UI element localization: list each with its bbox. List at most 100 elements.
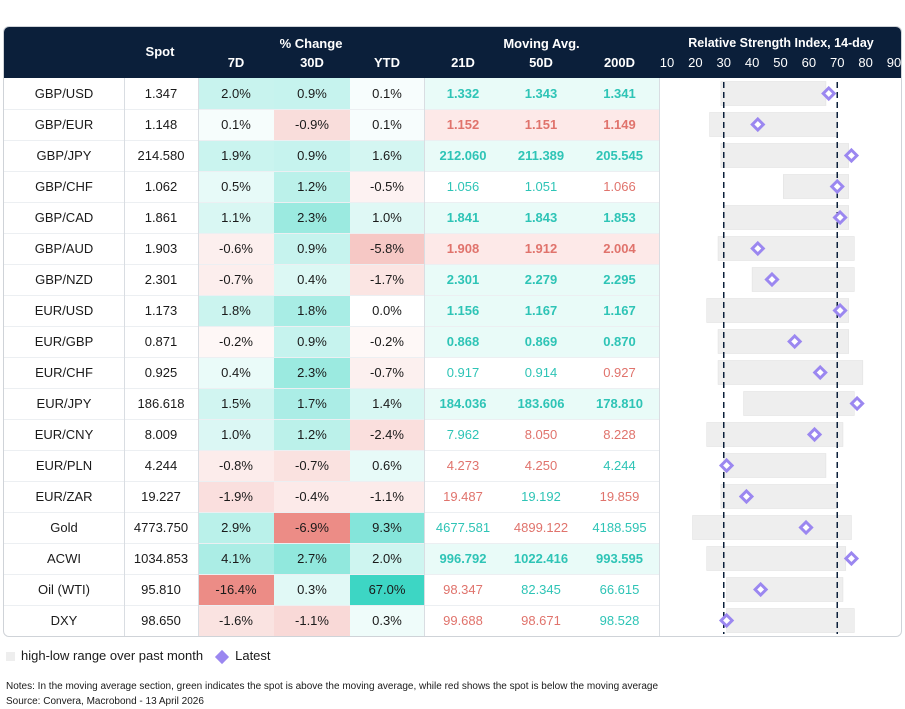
cell-ma50: 1.151 [524, 117, 558, 132]
cell-ma50: 0.914 [524, 365, 558, 380]
cell-d7: -0.7% [198, 264, 274, 295]
cell-name: Gold [50, 520, 78, 535]
cell-ma200: 178.810 [596, 396, 643, 411]
fx-summary-table: Spot % Change 7D 30D YTD Moving Avg. 21D… [3, 26, 902, 637]
row-divider [4, 295, 659, 296]
cell-name: EUR/CHF [35, 365, 93, 380]
cell-ytd: 0.3% [350, 605, 424, 636]
cell-name: GBP/EUR [34, 117, 94, 132]
cell-ytd: 2.0% [350, 543, 424, 574]
footnotes: Notes: In the moving average section, gr… [6, 679, 658, 709]
cell-d7: 1.0% [198, 419, 274, 450]
rsi-range-bar [692, 515, 852, 540]
ma-row-band [424, 78, 659, 109]
cell-ma50: 98.671 [521, 613, 561, 628]
rsi-chart [692, 81, 865, 634]
cell-d30: 1.2% [274, 171, 350, 202]
rsi-latest-marker [832, 302, 848, 319]
cell-ma21: 996.792 [439, 551, 487, 566]
cell-d30: 0.9% [274, 140, 350, 171]
cell-ytd: 67.0% [350, 574, 424, 605]
table-row: ACWI 1034.853 4.1% 2.7% 2.0% 996.792 1022.416 9… [4, 543, 901, 574]
cell-ma50: 19.192 [521, 489, 561, 504]
cell-ma50: 1.167 [524, 303, 558, 318]
cell-ma200: 1.167 [603, 303, 636, 318]
cell-d7: 1.9% [198, 140, 274, 171]
rsi-range-bar [706, 546, 847, 571]
cell-ma50: 1.343 [524, 86, 558, 101]
cell-spot: 8.009 [144, 427, 178, 442]
column-divider [198, 78, 199, 636]
cell-ma21: 98.347 [443, 582, 483, 597]
cell-spot: 1.347 [144, 86, 178, 101]
rsi-range-bar [726, 608, 855, 633]
cell-d7: -0.8% [198, 450, 274, 481]
cell-ma21: 0.917 [446, 365, 480, 380]
rsi-range-bar [723, 205, 849, 230]
cell-d30: 0.9% [274, 78, 350, 109]
rsi-latest-marker [849, 395, 865, 412]
ma-row-band [424, 264, 659, 295]
cell-ytd: 0.6% [350, 450, 424, 481]
table-row: Oil (WTI) 95.810 -16.4% 0.3% 67.0% 98.347 82.3… [4, 574, 901, 605]
rsi-tick-label: 30 [716, 55, 731, 70]
cell-ma200: 993.595 [596, 551, 643, 566]
cell-name: GBP/NZD [35, 272, 93, 287]
rsi-range-bar [720, 81, 827, 106]
legend: high-low range over past month Latest [6, 648, 271, 664]
rsi-latest-marker [798, 519, 814, 536]
cell-d7: 1.8% [198, 295, 274, 326]
cell-d7: 0.4% [198, 357, 274, 388]
cell-ma21: 2.301 [446, 272, 480, 287]
rsi-range-bar [706, 422, 844, 447]
cell-d7: -16.4% [198, 574, 274, 605]
row-divider [4, 357, 659, 358]
cell-spot: 19.227 [141, 489, 181, 504]
cell-spot: 214.580 [137, 148, 185, 163]
row-divider [4, 109, 659, 110]
cell-spot: 0.871 [144, 334, 178, 349]
cell-ma50: 1.912 [524, 241, 558, 256]
cell-d7: 2.9% [198, 512, 274, 543]
cell-ma200: 1.066 [603, 179, 636, 194]
table-row: GBP/CHF 1.062 0.5% 1.2% -0.5% 1.056 1.051 1.066 [4, 171, 901, 202]
cell-name: EUR/CNY [34, 427, 94, 442]
table-row: EUR/ZAR 19.227 -1.9% -0.4% -1.1% 19.487 19.192… [4, 481, 901, 512]
cell-ma21: 4.273 [446, 458, 480, 473]
legend-range-swatch [6, 652, 15, 662]
ma-row-band [424, 202, 659, 233]
cell-spot: 1034.853 [133, 551, 189, 566]
rsi-tick-label: 40 [744, 55, 760, 70]
cell-name: GBP/CAD [34, 210, 94, 225]
header-7d: 7D [227, 55, 245, 70]
rsi-latest-marker [829, 178, 845, 195]
cell-ma21: 19.487 [443, 489, 483, 504]
row-divider [4, 171, 659, 172]
cell-d7: 4.1% [198, 543, 274, 574]
cell-name: EUR/GBP [34, 334, 94, 349]
cell-name: GBP/USD [34, 86, 94, 101]
cell-name: EUR/ZAR [35, 489, 93, 504]
cell-ma21: 1.841 [446, 210, 480, 225]
cell-name: GBP/AUD [34, 241, 94, 256]
cell-d30: -0.7% [274, 450, 350, 481]
cell-ma21: 184.036 [439, 396, 487, 411]
cell-spot: 4.244 [144, 458, 178, 473]
cell-ma200: 0.870 [603, 334, 636, 349]
cell-spot: 1.861 [144, 210, 178, 225]
cell-ytd: 1.0% [350, 202, 424, 233]
cell-d7: 0.5% [198, 171, 274, 202]
cell-ma21: 1.152 [446, 117, 480, 132]
rsi-latest-marker [832, 209, 848, 226]
cell-ytd: 0.1% [350, 78, 424, 109]
header-pct-change: % Change [279, 36, 343, 51]
cell-ma21: 4677.581 [435, 520, 491, 535]
rsi-range-bar [709, 112, 838, 137]
row-divider [4, 233, 659, 234]
cell-name: Oil (WTI) [38, 582, 90, 597]
column-divider [659, 78, 660, 636]
cell-spot: 1.062 [144, 179, 178, 194]
cell-ma200: 2.295 [603, 272, 636, 287]
rsi-latest-marker [764, 271, 780, 288]
cell-d30: 1.8% [274, 295, 350, 326]
